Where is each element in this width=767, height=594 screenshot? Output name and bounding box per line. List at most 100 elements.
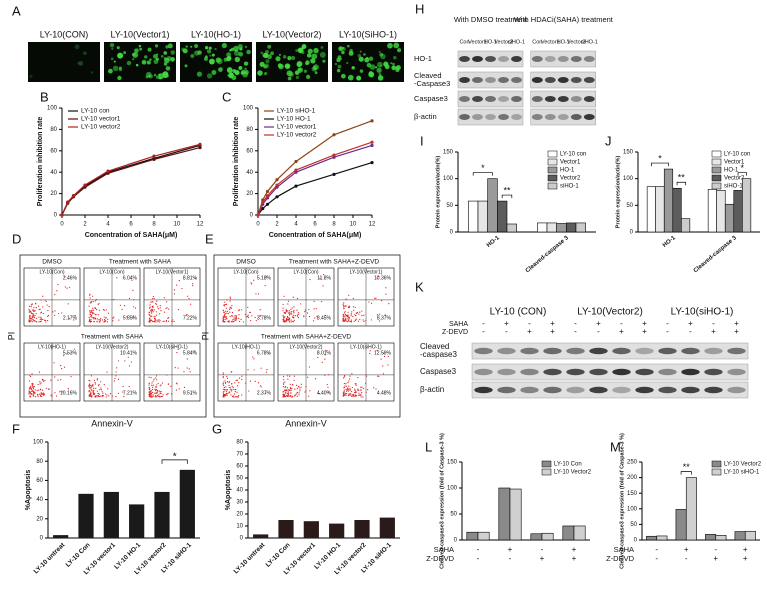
event: [178, 280, 180, 282]
event: [90, 320, 93, 323]
event: [123, 304, 126, 307]
event: [378, 375, 380, 377]
event: [222, 383, 224, 385]
event: [93, 321, 95, 323]
band: [498, 96, 509, 102]
band: [544, 56, 556, 62]
event: [287, 393, 289, 395]
event: [92, 391, 94, 393]
band: [472, 96, 483, 102]
event: [90, 316, 92, 318]
event: [150, 311, 152, 313]
cell: [123, 51, 126, 54]
event: [152, 391, 154, 394]
event: [92, 317, 94, 319]
event: [382, 373, 385, 375]
event: [32, 386, 34, 389]
event: [348, 294, 350, 296]
event: [226, 377, 229, 379]
event: [228, 321, 230, 323]
event: [255, 293, 257, 295]
point: [261, 200, 265, 204]
cell: [74, 44, 80, 50]
cell: [109, 42, 115, 48]
event: [348, 385, 350, 387]
cell: [380, 53, 386, 60]
event: [105, 309, 107, 311]
point: [294, 159, 298, 164]
x-tick-label: LY-10 Con: [65, 542, 92, 569]
cell: [357, 53, 362, 58]
cell: [165, 66, 171, 71]
y-tick-label: 250: [627, 460, 638, 466]
event: [287, 389, 290, 391]
sign: -: [541, 545, 544, 554]
event: [93, 394, 95, 396]
bar: [154, 491, 170, 538]
band: [511, 56, 522, 62]
event: [107, 318, 109, 320]
event: [132, 315, 134, 317]
event: [165, 319, 168, 322]
cell: [267, 44, 272, 49]
event: [155, 389, 157, 392]
band: [531, 114, 543, 120]
event: [44, 319, 46, 322]
event: [225, 307, 227, 309]
band: [474, 368, 493, 376]
event: [177, 367, 179, 369]
event: [387, 355, 389, 357]
cell: [233, 50, 240, 56]
event: [282, 319, 284, 321]
event: [154, 386, 157, 388]
sign: +: [713, 554, 718, 563]
y-tick-label: 40: [246, 170, 253, 176]
cell: [320, 46, 324, 49]
event: [222, 315, 224, 318]
band: [485, 114, 496, 120]
event: [376, 277, 378, 279]
cell: [158, 76, 162, 80]
band: [557, 114, 569, 120]
sign: +: [619, 327, 624, 336]
event: [231, 315, 233, 317]
event: [249, 311, 251, 313]
event: [343, 312, 346, 314]
event: [90, 314, 92, 316]
cell: [244, 45, 248, 49]
legend-label: LY-10 Vector2: [724, 462, 762, 468]
event: [225, 389, 227, 391]
sign: +: [550, 319, 555, 328]
quadrant-pct: 12.59%: [374, 350, 392, 356]
event: [229, 387, 231, 389]
event: [349, 375, 351, 377]
event: [307, 376, 309, 378]
legend-swatch: [711, 158, 722, 166]
band: [635, 386, 654, 394]
point: [370, 119, 374, 123]
x-tick-label: Cleaved-caspase 3: [693, 235, 739, 275]
event: [290, 311, 292, 313]
event: [42, 392, 44, 394]
legend-label: LY-10 Vector2: [554, 470, 592, 476]
band: [635, 368, 654, 376]
event: [348, 316, 350, 318]
event: [322, 285, 324, 287]
event: [41, 393, 43, 395]
event: [223, 386, 226, 389]
sign: -: [655, 554, 658, 563]
event: [31, 303, 34, 305]
event: [28, 392, 30, 394]
event: [149, 391, 151, 393]
event: [223, 381, 225, 383]
event: [97, 385, 100, 387]
band: [531, 77, 543, 83]
cell: [307, 48, 313, 54]
event: [291, 388, 293, 390]
bar: [566, 222, 577, 233]
event: [29, 374, 31, 376]
event: [352, 395, 354, 397]
event: [173, 289, 176, 291]
event: [282, 394, 285, 396]
event: [257, 293, 260, 295]
